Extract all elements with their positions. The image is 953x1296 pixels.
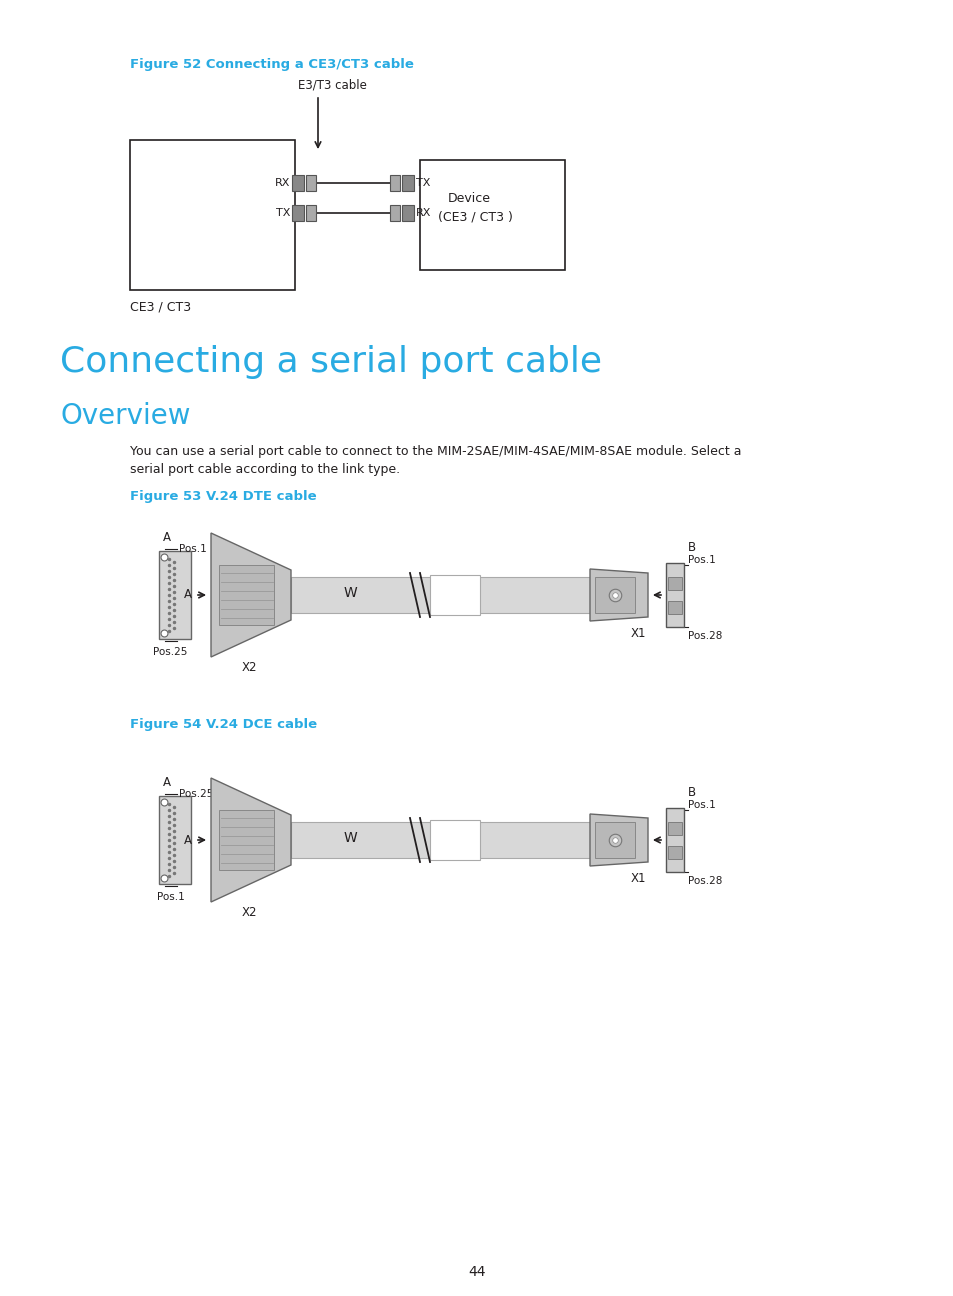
Text: RX: RX <box>416 207 431 218</box>
Bar <box>390 175 399 191</box>
Polygon shape <box>589 814 647 866</box>
Polygon shape <box>211 778 291 902</box>
Text: W: W <box>343 586 356 600</box>
Bar <box>292 205 304 222</box>
Text: Pos.1: Pos.1 <box>179 544 207 553</box>
Text: B: B <box>687 785 696 800</box>
Text: B: B <box>687 540 696 553</box>
Text: Device: Device <box>448 192 491 205</box>
Bar <box>430 820 479 861</box>
Text: You can use a serial port cable to connect to the MIM-2SAE/MIM-4SAE/MIM-8SAE mod: You can use a serial port cable to conne… <box>130 445 740 457</box>
Text: X1: X1 <box>630 627 645 640</box>
Text: Figure 54 V.24 DCE cable: Figure 54 V.24 DCE cable <box>130 718 316 731</box>
Text: B: B <box>665 833 674 846</box>
Bar <box>306 205 315 222</box>
Text: E3/T3 cable: E3/T3 cable <box>297 78 367 91</box>
Text: A: A <box>184 588 192 601</box>
Bar <box>219 810 274 870</box>
Bar <box>159 551 191 639</box>
Text: Pos.28: Pos.28 <box>687 631 721 642</box>
Text: Pos.1: Pos.1 <box>687 800 715 810</box>
Bar <box>665 807 683 872</box>
Bar <box>130 140 294 290</box>
Bar <box>306 175 315 191</box>
Text: Pos.1: Pos.1 <box>157 892 185 902</box>
Text: A: A <box>163 776 171 789</box>
Bar <box>401 205 414 222</box>
Bar <box>291 577 589 613</box>
Bar <box>419 159 564 270</box>
Text: Pos.25: Pos.25 <box>152 647 187 657</box>
Text: X2: X2 <box>241 661 256 674</box>
Bar <box>667 822 681 835</box>
Text: Figure 53 V.24 DTE cable: Figure 53 V.24 DTE cable <box>130 490 316 503</box>
Bar <box>291 822 589 858</box>
Bar <box>667 577 681 590</box>
Text: (CE3 / CT3 ): (CE3 / CT3 ) <box>437 210 513 223</box>
Bar <box>401 175 414 191</box>
Text: W: W <box>343 831 356 845</box>
Text: TX: TX <box>416 178 430 188</box>
Text: RX: RX <box>274 178 290 188</box>
Text: 44: 44 <box>468 1265 485 1279</box>
Text: Connecting a serial port cable: Connecting a serial port cable <box>60 345 601 378</box>
Text: A: A <box>184 833 192 846</box>
Text: Pos.28: Pos.28 <box>687 876 721 886</box>
Text: CE3 / CT3: CE3 / CT3 <box>130 299 191 314</box>
Bar <box>665 562 683 627</box>
Text: serial port cable according to the link type.: serial port cable according to the link … <box>130 463 399 476</box>
Bar <box>667 846 681 859</box>
Text: Figure 52 Connecting a CE3/CT3 cable: Figure 52 Connecting a CE3/CT3 cable <box>130 58 414 71</box>
Text: X2: X2 <box>241 906 256 919</box>
Text: B: B <box>665 588 674 601</box>
Text: Overview: Overview <box>60 402 191 430</box>
Bar <box>667 601 681 614</box>
Bar <box>390 205 399 222</box>
Bar <box>219 565 274 625</box>
Text: Pos.25: Pos.25 <box>179 789 213 800</box>
Text: A: A <box>163 531 171 544</box>
Polygon shape <box>589 569 647 621</box>
Bar <box>159 796 191 884</box>
Bar <box>430 575 479 616</box>
Polygon shape <box>211 533 291 657</box>
Bar <box>292 175 304 191</box>
Bar <box>595 577 635 613</box>
Text: X1: X1 <box>630 872 645 885</box>
Text: Pos.1: Pos.1 <box>687 555 715 565</box>
Text: TX: TX <box>275 207 290 218</box>
Bar <box>595 822 635 858</box>
